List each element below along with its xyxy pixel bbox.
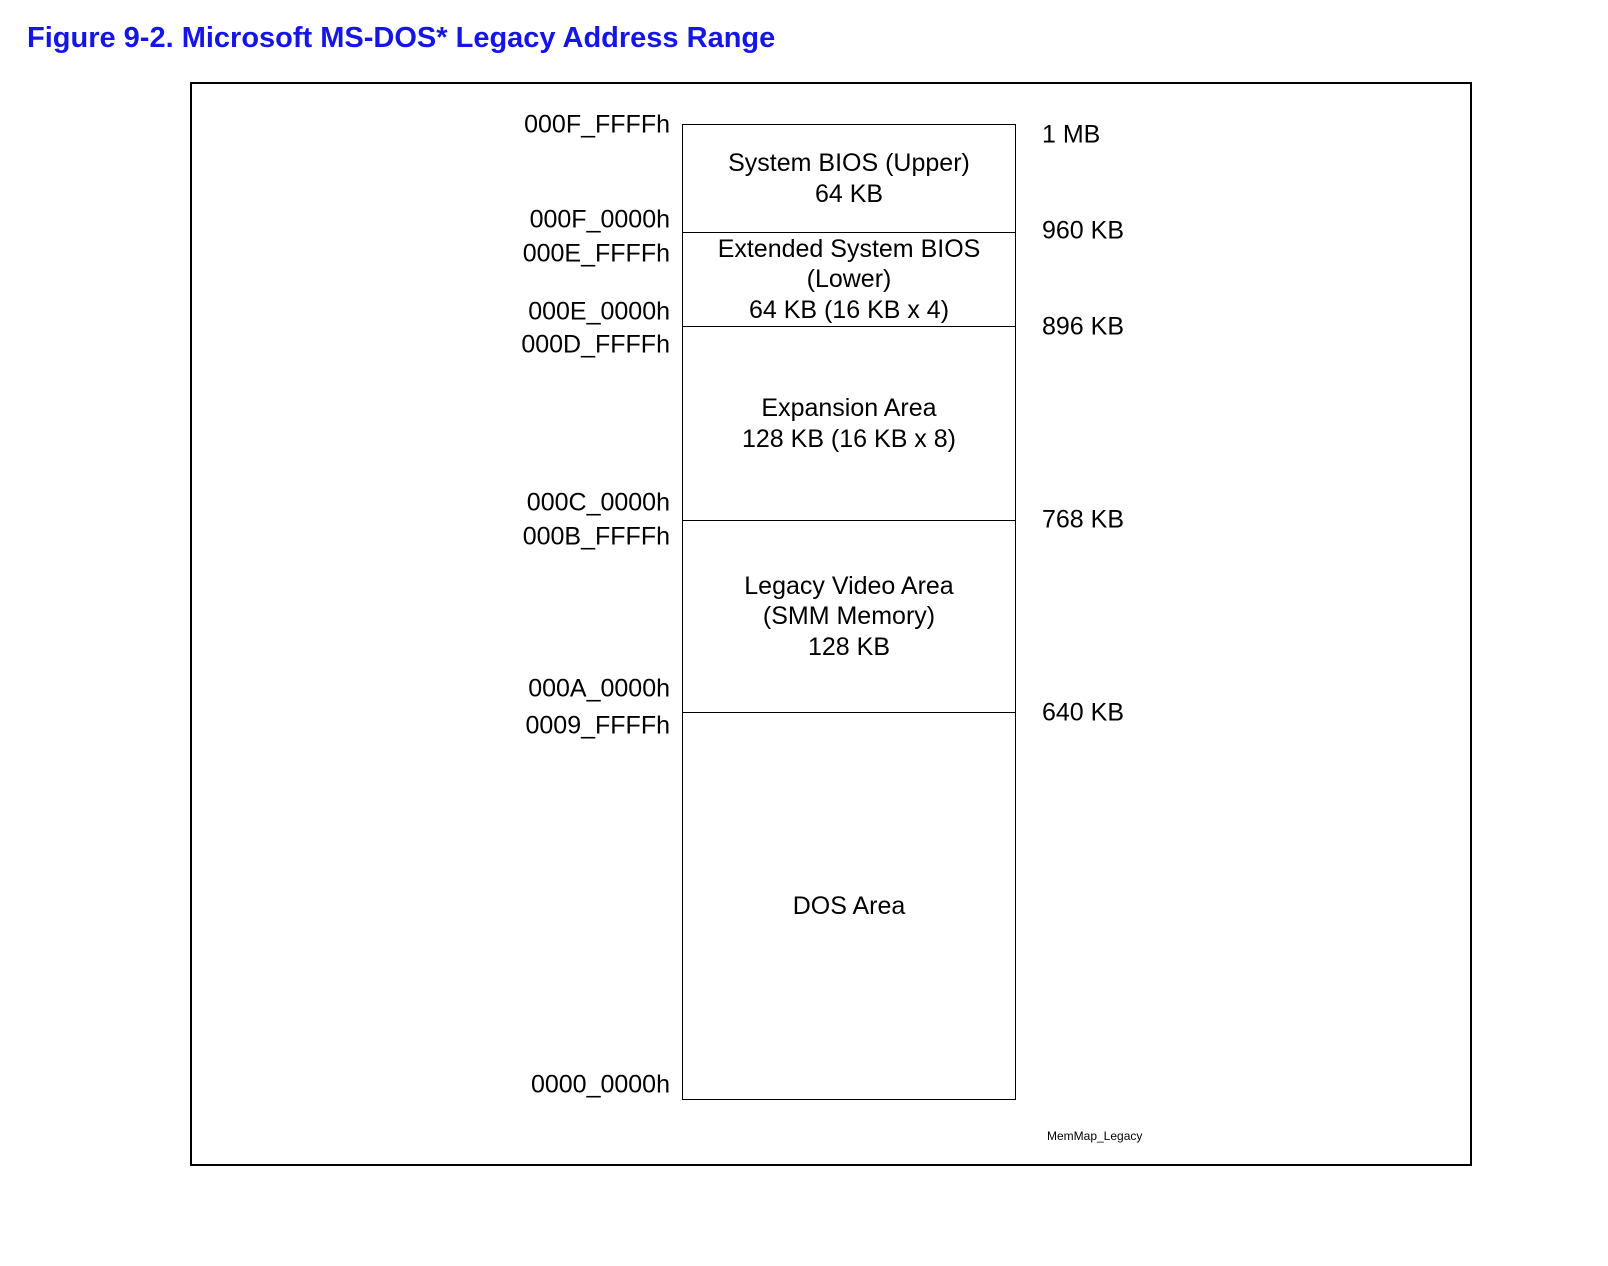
address-label: 0009_FFFFh: [525, 711, 670, 740]
size-label: 640 KB: [1042, 698, 1125, 727]
figure-title: Figure 9-2. Microsoft MS-DOS* Legacy Add…: [27, 22, 776, 54]
address-label: 000C_0000h: [526, 488, 670, 517]
address-label: 000D_FFFFh: [521, 330, 670, 359]
memory-region-legacy-video-area: Legacy Video Area (SMM Memory) 128 KB: [683, 521, 1015, 713]
memory-region-extended-system-bios: Extended System BIOS (Lower) 64 KB (16 K…: [683, 233, 1015, 327]
memory-map-column: System BIOS (Upper) 64 KB Extended Syste…: [682, 124, 1016, 1100]
size-label: 896 KB: [1042, 312, 1125, 341]
memory-region-expansion-area: Expansion Area 128 KB (16 KB x 8): [683, 327, 1015, 521]
figure-frame: System BIOS (Upper) 64 KB Extended Syste…: [190, 82, 1472, 1166]
address-label: 000F_FFFFh: [524, 110, 670, 139]
address-label: 000A_0000h: [528, 674, 670, 703]
memory-region-system-bios-upper: System BIOS (Upper) 64 KB: [683, 125, 1015, 233]
address-label: 000E_0000h: [528, 297, 670, 326]
memory-region-dos-area: DOS Area: [792, 891, 906, 920]
watermark-label: MemMap_Legacy: [1047, 1129, 1143, 1143]
address-label: 000B_FFFFh: [522, 522, 670, 551]
size-label: 1 MB: [1042, 120, 1101, 149]
size-label: 768 KB: [1042, 505, 1125, 534]
address-label: 000E_FFFFh: [522, 239, 670, 268]
size-label: 960 KB: [1042, 216, 1125, 245]
address-label: 000F_0000h: [529, 205, 670, 234]
address-label: 0000_0000h: [530, 1070, 670, 1099]
